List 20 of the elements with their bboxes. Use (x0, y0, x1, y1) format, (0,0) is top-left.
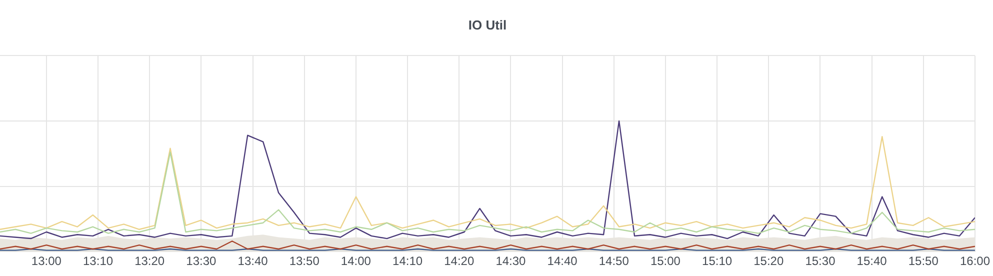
x-tick-label: 13:50 (289, 254, 320, 268)
x-tick-label: 13:20 (134, 254, 165, 268)
x-tick-label: 13:10 (83, 254, 114, 268)
x-tick-label: 15:30 (805, 254, 836, 268)
x-tick-label: 14:20 (444, 254, 474, 268)
x-tick-label: 13:00 (31, 254, 62, 268)
chart-title: IO Util (468, 17, 507, 32)
x-tick-label: 15:10 (702, 254, 732, 268)
x-tick-label: 15:40 (856, 254, 888, 268)
x-tick-label: 14:40 (547, 254, 578, 268)
x-tick-label: 15:20 (754, 254, 784, 268)
x-tick-label: 15:00 (650, 254, 681, 268)
x-tick-label: 14:50 (598, 254, 630, 268)
x-tick-label: 16:00 (960, 254, 990, 268)
x-tick-label: 13:40 (238, 254, 268, 268)
x-tick-label: 13:30 (186, 254, 217, 268)
x-tick-label: 14:00 (340, 254, 372, 268)
x-tick-label: 14:30 (496, 254, 526, 268)
x-tick-label: 15:50 (908, 254, 939, 268)
x-tick-label: 14:10 (392, 254, 423, 268)
